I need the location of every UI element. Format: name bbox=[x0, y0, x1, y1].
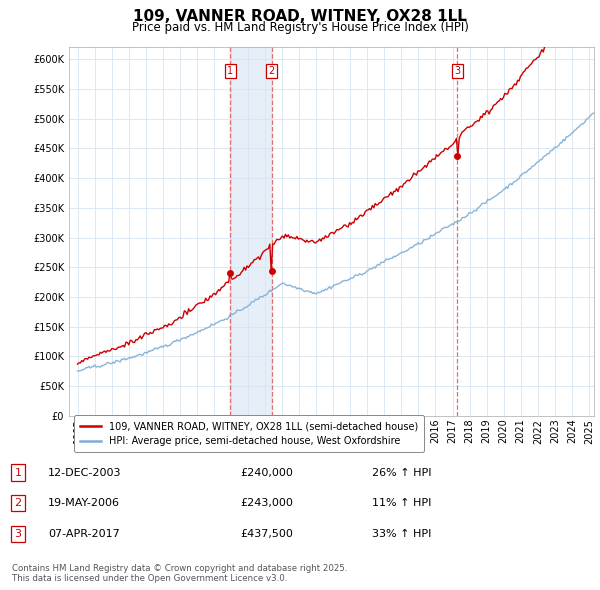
Text: 12-DEC-2003: 12-DEC-2003 bbox=[48, 468, 121, 477]
Text: 2: 2 bbox=[14, 499, 22, 508]
Text: Contains HM Land Registry data © Crown copyright and database right 2025.
This d: Contains HM Land Registry data © Crown c… bbox=[12, 563, 347, 583]
Text: 1: 1 bbox=[14, 468, 22, 477]
Text: 1: 1 bbox=[227, 66, 233, 76]
Text: 33% ↑ HPI: 33% ↑ HPI bbox=[372, 529, 431, 539]
Text: £437,500: £437,500 bbox=[240, 529, 293, 539]
Text: 19-MAY-2006: 19-MAY-2006 bbox=[48, 499, 120, 508]
Text: 26% ↑ HPI: 26% ↑ HPI bbox=[372, 468, 431, 477]
Text: £243,000: £243,000 bbox=[240, 499, 293, 508]
Text: 2: 2 bbox=[268, 66, 275, 76]
Text: 109, VANNER ROAD, WITNEY, OX28 1LL: 109, VANNER ROAD, WITNEY, OX28 1LL bbox=[133, 9, 467, 24]
Text: 3: 3 bbox=[454, 66, 460, 76]
Text: Price paid vs. HM Land Registry's House Price Index (HPI): Price paid vs. HM Land Registry's House … bbox=[131, 21, 469, 34]
Bar bbox=[230, 47, 271, 416]
Text: 11% ↑ HPI: 11% ↑ HPI bbox=[372, 499, 431, 508]
Legend: 109, VANNER ROAD, WITNEY, OX28 1LL (semi-detached house), HPI: Average price, se: 109, VANNER ROAD, WITNEY, OX28 1LL (semi… bbox=[74, 415, 424, 452]
Text: 3: 3 bbox=[14, 529, 22, 539]
Text: 07-APR-2017: 07-APR-2017 bbox=[48, 529, 120, 539]
Text: £240,000: £240,000 bbox=[240, 468, 293, 477]
